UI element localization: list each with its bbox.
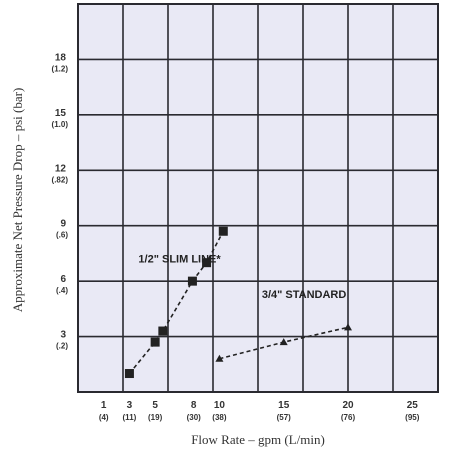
y-tick-label: 15	[55, 108, 67, 119]
y-tick-sublabel: (.4)	[56, 286, 68, 295]
y-tick-sublabel: (1.0)	[52, 120, 69, 129]
y-tick-label: 12	[55, 163, 67, 174]
series-label-slim-line: 1/2" SLIM LINE*	[138, 254, 221, 266]
y-axis-label: Approximate Net Pressure Drop – psi (bar…	[10, 88, 25, 313]
data-point-square	[187, 276, 197, 286]
x-tick-sublabel: (19)	[148, 413, 163, 422]
series-line	[128, 230, 224, 375]
x-tick-label: 8	[191, 400, 197, 411]
y-tick-label: 6	[60, 274, 66, 285]
x-tick-label: 3	[127, 400, 133, 411]
x-tick-label: 10	[214, 400, 226, 411]
y-tick-sublabel: (.6)	[56, 231, 68, 240]
y-tick-sublabel: (.2)	[56, 342, 68, 351]
x-ticks: 1 (4) 3 (11) 5 (19) 8 (30) 10 (38) 15 (57) 20 (76) 25 (…	[99, 400, 420, 422]
x-tick-sublabel: (30)	[187, 413, 202, 422]
y-tick-label: 3	[60, 330, 66, 341]
x-axis-label: Flow Rate – gpm (L/min)	[191, 432, 325, 447]
data-point-triangle	[279, 338, 288, 346]
y-ticks: 3(.2) 6(.4) 9(.6) 12(.82) 15(1.0) 18(1.2)	[52, 52, 69, 350]
x-tick-label: 1	[101, 400, 107, 411]
data-point-triangle	[344, 323, 352, 331]
data-point-square	[218, 226, 228, 236]
x-tick-label: 25	[407, 400, 419, 411]
y-tick-label: 9	[60, 219, 66, 230]
x-tick-sublabel: (38)	[212, 413, 227, 422]
series-group	[124, 226, 352, 379]
y-tick-label: 18	[55, 52, 67, 63]
series-label-standard: 3/4" STANDARD	[262, 289, 347, 301]
data-point-square	[150, 337, 160, 347]
series-labels: 1/2" SLIM LINE* 3/4" STANDARD	[138, 254, 346, 301]
data-point-square	[158, 326, 168, 336]
x-tick-sublabel: (76)	[341, 413, 356, 422]
data-point-triangle	[215, 354, 224, 362]
data-point-square	[124, 369, 134, 379]
data-point-square	[202, 258, 212, 268]
x-tick-label: 20	[342, 400, 354, 411]
x-tick-sublabel: (95)	[405, 413, 420, 422]
x-tick-label: 15	[278, 400, 290, 411]
x-tick-sublabel: (11)	[123, 413, 137, 422]
y-tick-sublabel: (.82)	[52, 175, 69, 184]
x-tick-sublabel: (57)	[277, 413, 292, 422]
x-tick-sublabel: (4)	[99, 413, 109, 422]
y-tick-sublabel: (1.2)	[52, 64, 69, 73]
x-tick-label: 5	[152, 400, 158, 411]
